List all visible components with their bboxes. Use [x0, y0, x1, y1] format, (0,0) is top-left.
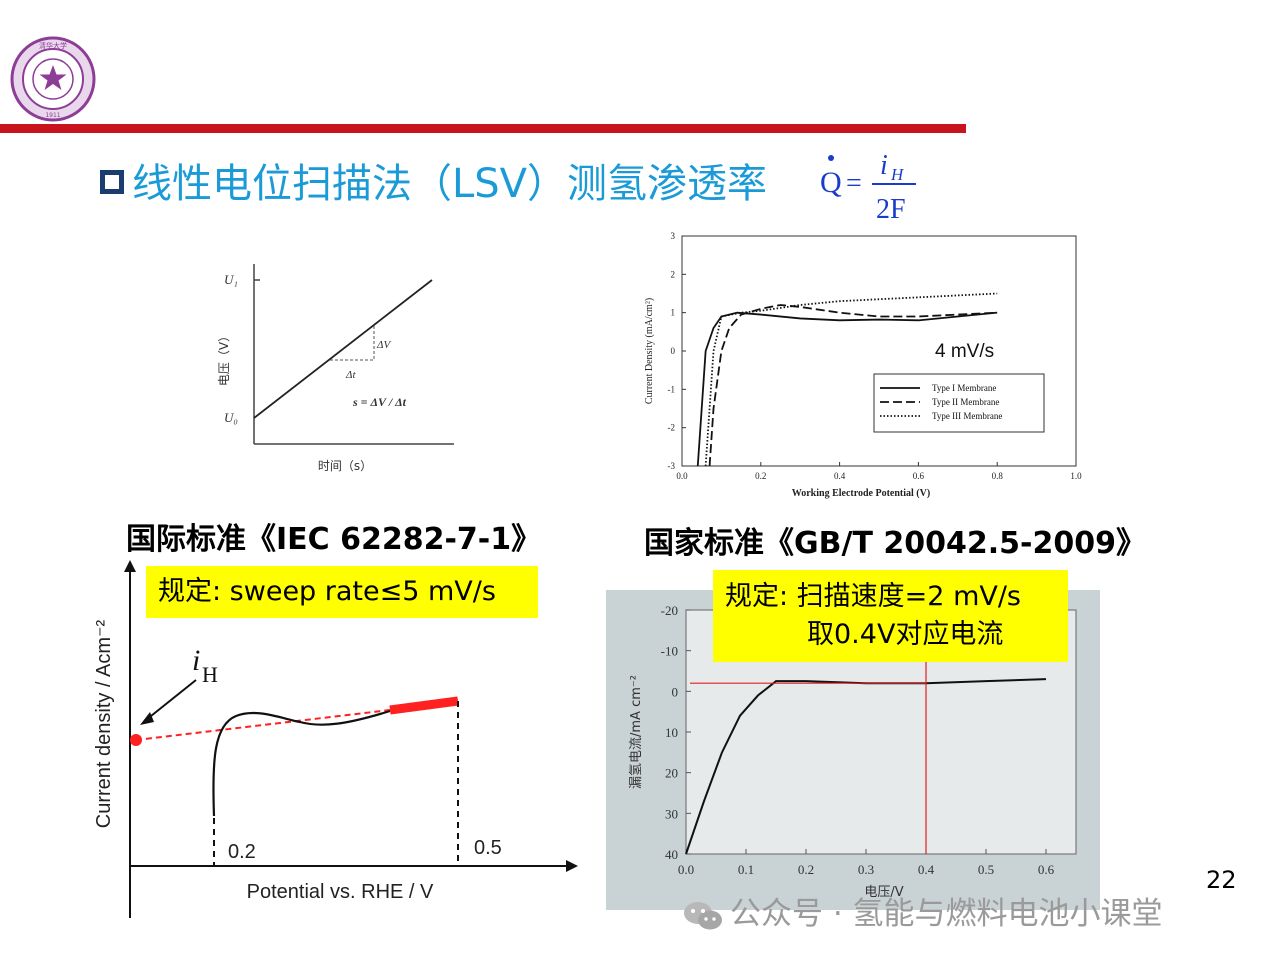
gb-ylabel: 漏氢电流/mA cm⁻² — [628, 675, 644, 789]
formula-numerator-sub: H — [890, 165, 905, 184]
gb-y-tick-label: -20 — [661, 603, 678, 618]
tsinghua-logo: 清华大学 1911 — [10, 36, 96, 122]
membrane-y-tick-label: -3 — [668, 461, 676, 471]
page-number: 22 — [1206, 866, 1237, 894]
gb-x-tick-label: 0.0 — [678, 862, 694, 877]
gb-y-tick-label: 10 — [665, 725, 678, 740]
membrane-lsv-chart: 0.0 0.2 0.4 0.6 0.8 1.0 3 2 1 0 -1 -2 -3 Working Elec… — [644, 231, 1082, 499]
lsv-equation: s = ΔV / Δt — [352, 395, 407, 409]
gb-y-tick-label: 20 — [665, 766, 678, 781]
membrane-y-tick-label: 2 — [671, 269, 676, 279]
membrane-legend — [873, 373, 1045, 433]
formula-denominator: 2F — [876, 194, 906, 225]
ih-intercept-point — [130, 734, 142, 746]
gb-x-tick-label: 0.6 — [1038, 862, 1055, 877]
membrane-y-tick-label: -2 — [668, 423, 676, 433]
ih-label-sub: H — [202, 662, 218, 687]
gb-x-tick-label: 0.3 — [858, 862, 874, 877]
membrane-legend-label: Type III Membrane — [932, 411, 1002, 421]
gb-rule-highlight: 规定: 扫描速度=2 mV/s 取0.4V对应电流 — [713, 570, 1068, 662]
gb-x-tick-label: 0.1 — [738, 862, 754, 877]
gb-rule-line1: 规定: 扫描速度=2 mV/s — [725, 581, 1021, 612]
gb-x-tick-label: 0.5 — [978, 862, 994, 877]
footer-text: 公众号 · 氢能与燃料电池小课堂 — [730, 896, 1163, 932]
membrane-x-tick-label: 0.0 — [676, 471, 688, 481]
watermark-footer: 公众号 · 氢能与燃料电池小课堂 — [682, 888, 1163, 933]
lsv-u0-label: U₀ — [224, 410, 238, 425]
membrane-x-tick-label: 0.2 — [755, 471, 766, 481]
membrane-x-tick-label: 0.6 — [913, 471, 925, 481]
ih-label: i — [192, 644, 200, 677]
gb-y-tick-label: 30 — [665, 806, 678, 821]
slide-title-text: 线性电位扫描法（LSV）测氢渗透率 — [132, 161, 768, 207]
ih-tick-low: 0.2 — [228, 841, 256, 863]
svg-text:1911: 1911 — [45, 112, 60, 119]
membrane-x-tick-label: 0.4 — [834, 471, 846, 481]
gb-x-tick-label: 0.4 — [918, 862, 935, 877]
hydrogen-flux-formula: Q = i H 2F — [820, 150, 916, 225]
lsv-xlabel: 时间（s） — [318, 459, 372, 473]
gb-y-tick-label: 40 — [665, 847, 678, 862]
gb-rule-line2: 取0.4V对应电流 — [807, 619, 1004, 650]
lsv-dt-label: Δt — [345, 369, 356, 381]
membrane-y-tick-label: 1 — [671, 308, 676, 318]
lsv-ramp-diagram: U₁ U₀ ΔV Δt s = ΔV / Δt 时间（s） 电压（V） — [217, 264, 454, 473]
membrane-y-tick-label: 0 — [671, 346, 676, 356]
gb-standard-caption: 国家标准《GB/T 20042.5-2009》 — [644, 526, 1146, 561]
membrane-ylabel: Current Density (mA/cm²) — [644, 298, 655, 404]
membrane-x-tick-label: 1.0 — [1070, 471, 1082, 481]
membrane-legend-label: Type II Membrane — [932, 397, 999, 407]
membrane-y-tick-label: -1 — [668, 384, 676, 394]
formula-equals: = — [846, 168, 862, 199]
gb-y-tick-label: -10 — [661, 644, 678, 659]
gb-y-tick-label: 0 — [672, 684, 679, 699]
membrane-series-line — [696, 311, 998, 467]
lsv-ylabel: 电压（V） — [217, 330, 231, 386]
ih-tick-high: 0.5 — [474, 837, 502, 859]
ih-ylabel: Current density / Acm⁻² — [93, 619, 115, 828]
gb-xlabel: 电压/V — [864, 885, 903, 900]
svg-text:清华大学: 清华大学 — [39, 41, 67, 50]
membrane-series-line — [708, 304, 998, 467]
iec-rule-highlight: 规定: sweep rate≤5 mV/s — [146, 566, 538, 618]
slide-title: 线性电位扫描法（LSV）测氢渗透率 — [100, 156, 767, 212]
iec-standard-caption: 国际标准《IEC 62282-7-1》 — [126, 522, 542, 557]
gb-x-tick-label: 0.2 — [798, 862, 814, 877]
membrane-legend-label: Type I Membrane — [932, 383, 996, 393]
ih-xlabel: Potential vs. RHE / V — [247, 881, 434, 903]
membrane-series-line — [704, 292, 998, 467]
wechat-icon — [684, 901, 722, 929]
formula-numerator: i — [880, 150, 888, 181]
membrane-sweep-annotation: 4 mV/s — [935, 341, 994, 362]
membrane-x-tick-label: 0.8 — [992, 471, 1004, 481]
gb-leak-current-line — [685, 678, 1047, 855]
membrane-y-tick-label: 3 — [671, 231, 676, 241]
header-red-bar — [0, 124, 966, 133]
bullet-square-icon — [100, 170, 124, 194]
lsv-dv-label: ΔV — [376, 339, 391, 351]
membrane-xlabel: Working Electrode Potential (V) — [792, 488, 930, 499]
lsv-u1-label: U₁ — [224, 272, 238, 287]
ih-extrapolation-diagram: i H 0.2 0.5 Potential vs. RHE / V Curren… — [93, 560, 578, 918]
formula-lhs: Q — [820, 166, 842, 199]
